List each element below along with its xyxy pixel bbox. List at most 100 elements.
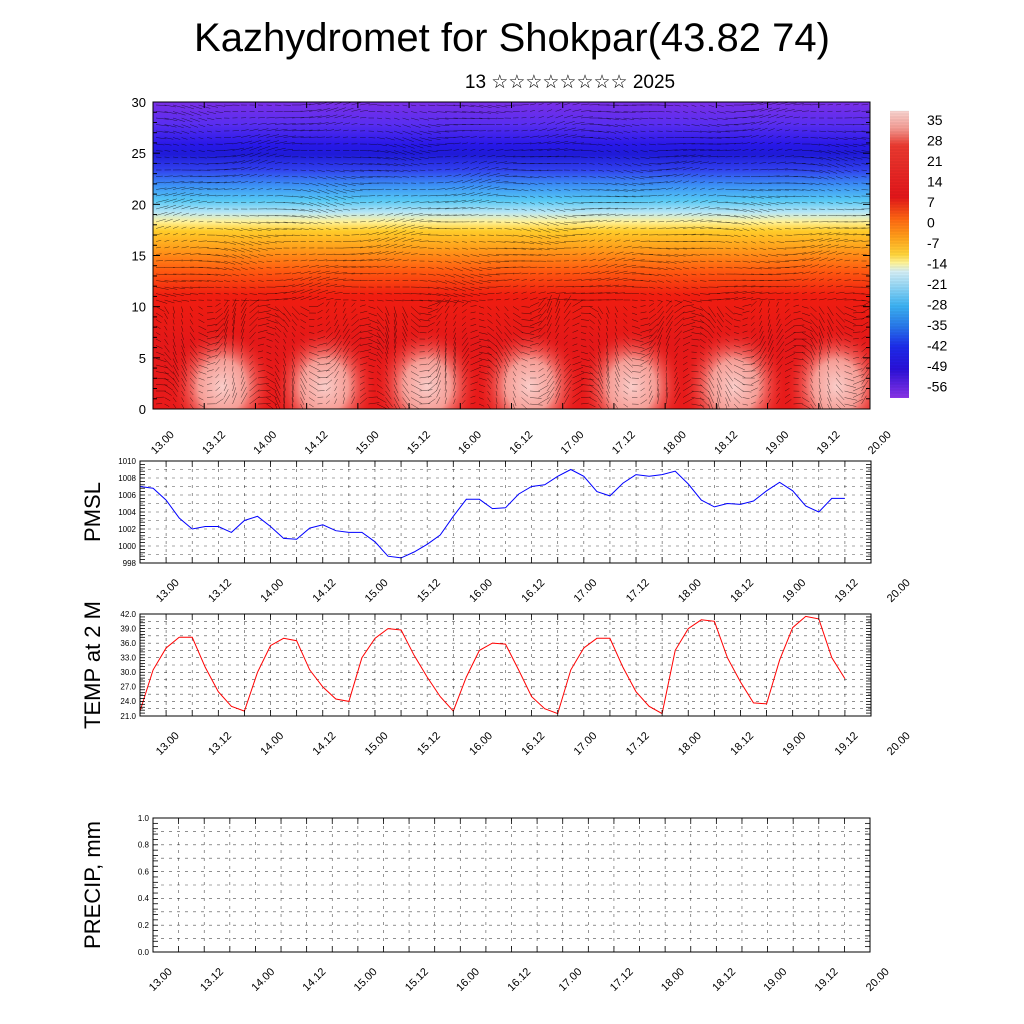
x-tick-label: 19.12 xyxy=(833,577,861,605)
colorbar-label: 28 xyxy=(927,132,943,148)
warm-region-0 xyxy=(170,328,275,409)
heatmap-panel: 0 5 10 15 20 25 30 13.00 13.12 14.00 14.12 15.00 15.… xyxy=(132,95,894,457)
heatmap-x-tick-label: 19.12 xyxy=(815,429,843,457)
x-tick-label: 15.12 xyxy=(415,577,443,605)
y-tick-label: 0.8 xyxy=(138,841,150,850)
heatmap-y-tick-label: 20 xyxy=(132,197,146,212)
colorbar-label: -35 xyxy=(927,317,947,333)
x-tick-label: 18.12 xyxy=(710,966,738,994)
x-tick-label: 16.12 xyxy=(505,966,533,994)
heatmap-x-tick-label: 15.12 xyxy=(405,429,433,457)
x-tick-label: 14.00 xyxy=(258,577,286,605)
heatmap-x-tick-label: 20.00 xyxy=(866,429,894,457)
warm-region-1 xyxy=(272,328,377,409)
wind-vectors xyxy=(155,102,870,409)
warm-region-4 xyxy=(579,328,684,409)
x-tick-label: 17.12 xyxy=(624,730,652,758)
colorbar-label: -28 xyxy=(927,296,947,312)
heatmap-x-tick-label: 14.00 xyxy=(251,429,279,457)
x-tick-label: 16.12 xyxy=(519,730,547,758)
x-tick-label: 19.00 xyxy=(780,730,808,758)
colorbar-label: 7 xyxy=(927,194,935,210)
heatmap-x-tick-label: 13.12 xyxy=(200,429,228,457)
y-tick-label: 27.0 xyxy=(120,683,136,692)
y-tick-label: 21.0 xyxy=(120,712,136,721)
heatmap-x-tick-label: 18.12 xyxy=(712,429,740,457)
heatmap-body xyxy=(153,102,870,409)
y-tick-label: 0.2 xyxy=(138,921,150,930)
y-axis-title: PRECIP, mm xyxy=(80,821,105,949)
x-tick-label: 15.00 xyxy=(363,730,391,758)
y-tick-label: 0.0 xyxy=(138,948,150,957)
pmsl-panel: 1010 1008 1006 1004 1002 1000 998 13.00 13.12 14.… xyxy=(80,457,913,605)
x-tick-label: 14.12 xyxy=(301,966,329,994)
colorbar-label: -56 xyxy=(927,378,947,394)
y-tick-label: 1004 xyxy=(118,508,136,517)
x-tick-label: 19.00 xyxy=(780,577,808,605)
y-tick-label: 39.0 xyxy=(120,624,136,633)
data-points xyxy=(139,469,845,558)
colorbar-label: -14 xyxy=(927,255,947,271)
data-line xyxy=(139,468,845,559)
heatmap-y-tick-label: 5 xyxy=(139,351,146,366)
x-tick-label: 13.00 xyxy=(154,730,182,758)
heatmap-y-tick-label: 15 xyxy=(132,249,146,264)
precip-panel: 1.0 0.8 0.6 0.4 0.2 0.0 13.00 13.12 14.00 14.12 15… xyxy=(80,814,892,994)
colorbar-label: 14 xyxy=(927,173,943,189)
x-tick-label: 20.00 xyxy=(885,577,913,605)
y-tick-label: 30.0 xyxy=(120,668,136,677)
heatmap-y-tick-label: 30 xyxy=(132,95,146,110)
x-tick-label: 14.00 xyxy=(249,966,277,994)
heatmap-x-tick-label: 17.12 xyxy=(610,429,638,457)
x-tick-label: 13.00 xyxy=(147,966,175,994)
x-tick-label: 17.00 xyxy=(572,577,600,605)
x-tick-label: 14.00 xyxy=(258,730,286,758)
x-tick-label: 15.00 xyxy=(352,966,380,994)
grid-lines xyxy=(140,461,871,563)
colorbar-label: 21 xyxy=(927,153,943,169)
heatmap-x-tick-label: 16.00 xyxy=(456,429,484,457)
x-tick-label: 14.12 xyxy=(311,730,339,758)
x-tick-label: 18.00 xyxy=(676,730,704,758)
y-tick-label: 1006 xyxy=(118,491,136,500)
colorbar-label: -42 xyxy=(927,337,947,353)
y-tick-label: 0.4 xyxy=(138,894,150,903)
y-axis-title: PMSL xyxy=(80,482,105,542)
wind-vector-paths xyxy=(155,102,870,409)
page-title: Kazhydromet for Shokpar(43.82 74) xyxy=(194,16,830,60)
heatmap-y-tick-label: 0 xyxy=(139,402,146,417)
x-tick-label: 20.00 xyxy=(864,966,892,994)
heatmap-y-tick-label: 10 xyxy=(132,300,146,315)
grid-lines xyxy=(140,614,871,716)
warm-region-2 xyxy=(375,328,480,409)
x-tick-label: 16.00 xyxy=(467,730,495,758)
grid-lines xyxy=(153,818,870,952)
y-tick-label: 36.0 xyxy=(120,639,136,648)
x-tick-label: 13.12 xyxy=(206,577,234,605)
x-tick-label: 15.12 xyxy=(403,966,431,994)
colorbar-label: 35 xyxy=(927,112,943,128)
heatmap-x-tick-label: 19.00 xyxy=(763,429,791,457)
x-tick-label: 18.12 xyxy=(728,577,756,605)
y-tick-label: 1008 xyxy=(118,474,136,483)
y-axis-title: TEMP at 2 M xyxy=(80,601,105,729)
colorbar: 35 28 21 14 7 0 -7 -14 -21 -28 -35 -42 -49 -56 xyxy=(890,110,947,398)
warm-region-3 xyxy=(477,328,582,409)
x-tick-label: 19.12 xyxy=(813,966,841,994)
colorbar-label: -7 xyxy=(927,235,940,251)
heatmap-x-tick-label: 16.12 xyxy=(507,429,535,457)
warm-region-5 xyxy=(682,328,787,409)
x-tick-label: 17.12 xyxy=(608,966,636,994)
heatmap-y-tick-label: 25 xyxy=(132,146,146,161)
y-tick-label: 42.0 xyxy=(120,610,136,619)
colorbar-label: -49 xyxy=(927,358,947,374)
x-tick-label: 18.00 xyxy=(676,577,704,605)
y-tick-label: 1002 xyxy=(118,525,136,534)
colorbar-label: 0 xyxy=(927,214,935,230)
y-tick-label: 1.0 xyxy=(138,814,150,823)
x-tick-label: 15.00 xyxy=(363,577,391,605)
x-tick-label: 18.00 xyxy=(659,966,687,994)
temp-panel: 42.0 39.0 36.0 33.0 30.0 27.0 24.0 21.0 13.00 13.… xyxy=(80,601,913,758)
x-tick-label: 14.12 xyxy=(311,577,339,605)
